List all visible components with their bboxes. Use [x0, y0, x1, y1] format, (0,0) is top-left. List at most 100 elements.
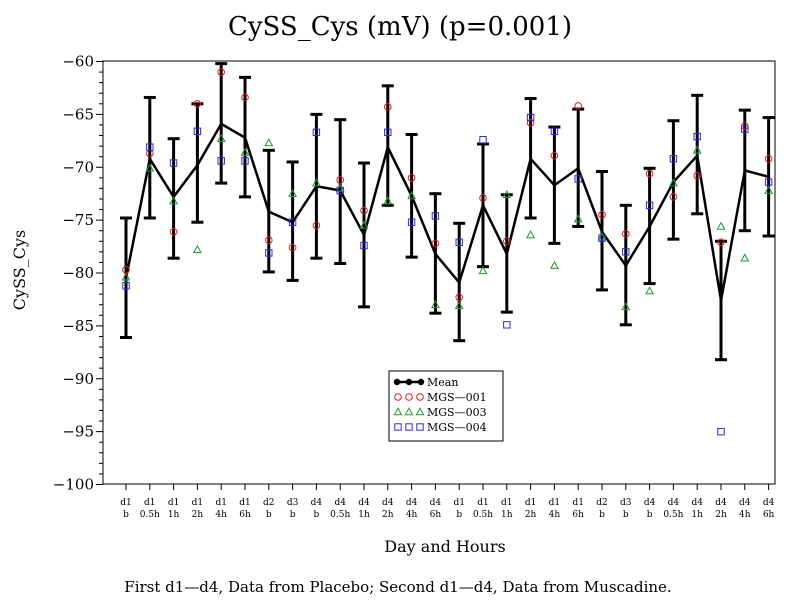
x-tick-label-hour: b — [599, 510, 605, 520]
x-tick-label-hour: 0.5h — [663, 510, 683, 520]
point-square — [764, 178, 773, 186]
x-tick-label-day: d1 — [192, 498, 204, 508]
x-tick-label-day: d2 — [596, 498, 608, 508]
y-tick-label: −70 — [62, 158, 94, 176]
x-tick-label-hour: b — [623, 510, 629, 520]
point-circle — [574, 102, 583, 110]
x-tick-label-hour: 1h — [691, 510, 703, 520]
x-tick-label-day: d2 — [263, 498, 275, 508]
x-tick-label-day: d1 — [144, 498, 156, 508]
legend-label-series: MGS—001 — [427, 391, 487, 404]
point-circle — [360, 206, 368, 215]
x-tick-label-day: d4 — [382, 498, 394, 508]
footnote: First d1—d4, Data from Placebo; Second d… — [124, 578, 671, 596]
legend-marker-square — [394, 423, 402, 431]
point-triangle — [264, 138, 274, 147]
x-tick-label-day: d1 — [572, 498, 584, 508]
point-triangle — [430, 299, 440, 309]
point-square — [645, 201, 654, 210]
point-square — [312, 128, 321, 137]
legend-label-series: MGS—004 — [427, 421, 487, 434]
x-tick-label-day: d4 — [644, 498, 656, 508]
point-triangle — [692, 145, 702, 154]
point-square — [693, 132, 701, 141]
point-square — [407, 218, 416, 226]
x-tick-label-hour: b — [290, 510, 296, 520]
x-tick-label-day: d1 — [120, 498, 132, 508]
point-circle — [288, 243, 297, 252]
legend-mean-dot — [417, 378, 425, 386]
point-circle — [407, 174, 416, 182]
mean-line — [124, 122, 769, 301]
point-circle — [550, 151, 559, 160]
y-tick-label: −100 — [53, 476, 94, 494]
x-tick-label-hour: 1h — [501, 510, 513, 520]
chart-title: CySS_Cys (mV) (p=0.001) — [228, 12, 572, 42]
point-square — [384, 128, 392, 137]
x-tick-label-hour: 4h — [549, 510, 561, 520]
point-triangle — [121, 272, 131, 281]
point-triangle — [383, 196, 393, 205]
x-tick-label-hour: b — [456, 510, 462, 520]
point-circle — [169, 227, 178, 236]
point-square — [717, 427, 725, 436]
x-tick-label-hour: 2h — [525, 510, 537, 520]
x-tick-label-hour: b — [266, 510, 272, 520]
x-tick-label-day: d4 — [763, 498, 775, 508]
x-tick-label-day: d4 — [334, 498, 346, 508]
x-tick-label-hour: 4h — [739, 510, 751, 520]
x-axis-label: Day and Hours — [384, 537, 505, 556]
legend-label-series: MGS—003 — [427, 406, 487, 419]
point-triangle — [454, 300, 464, 310]
x-tick-label-hour: b — [314, 510, 320, 520]
point-circle — [717, 238, 725, 247]
x-tick-label-day: d3 — [287, 498, 299, 508]
point-triangle — [145, 163, 155, 172]
point-square — [360, 241, 368, 250]
point-triangle — [716, 221, 726, 230]
x-tick-label-hour: 0.5h — [473, 510, 493, 520]
legend-mean-dot — [405, 378, 413, 386]
point-circle — [312, 221, 321, 230]
x-tick-label-hour: 1h — [358, 510, 370, 520]
point-square — [431, 212, 440, 220]
point-triangle — [526, 230, 536, 239]
x-tick-label-day: d4 — [668, 498, 680, 508]
y-tick-label: −60 — [62, 53, 94, 71]
x-tick-label-hour: 6h — [572, 510, 584, 520]
legend-marker-triangle — [415, 407, 425, 416]
point-square — [550, 127, 559, 135]
point-triangle — [764, 185, 774, 194]
x-tick-label-hour: b — [123, 510, 129, 520]
point-circle — [598, 211, 606, 219]
y-tick-label: −75 — [62, 211, 94, 229]
point-square — [574, 175, 582, 183]
legend-marker-triangle — [404, 407, 414, 416]
point-triangle — [288, 188, 298, 197]
x-tick-label-day: d1 — [477, 498, 489, 508]
point-circle — [384, 103, 392, 111]
point-square — [288, 218, 297, 226]
point-circle — [622, 230, 630, 238]
y-tick-label: −80 — [62, 264, 94, 282]
x-tick-label-hour: 1h — [168, 510, 180, 520]
point-square — [526, 113, 535, 122]
x-tick-label-day: d4 — [715, 498, 727, 508]
y-tick-label: −65 — [62, 105, 94, 123]
point-square — [122, 281, 130, 290]
point-circle — [693, 171, 702, 180]
x-tick-label-day: d1 — [239, 498, 251, 508]
point-square — [265, 249, 273, 257]
point-circle — [193, 100, 202, 108]
y-tick-label: −95 — [62, 423, 94, 441]
x-tick-label-day: d1 — [168, 498, 180, 508]
point-triangle — [621, 301, 631, 311]
point-triangle — [573, 214, 583, 223]
point-triangle — [192, 244, 202, 254]
y-tick-label: −85 — [62, 317, 94, 335]
legend-marker-circle — [405, 393, 413, 401]
legend-label-mean: Mean — [427, 376, 458, 389]
x-tick-label-hour: 0.5h — [330, 510, 350, 520]
x-tick-label-hour: 6h — [430, 510, 442, 520]
point-triangle — [645, 286, 655, 295]
